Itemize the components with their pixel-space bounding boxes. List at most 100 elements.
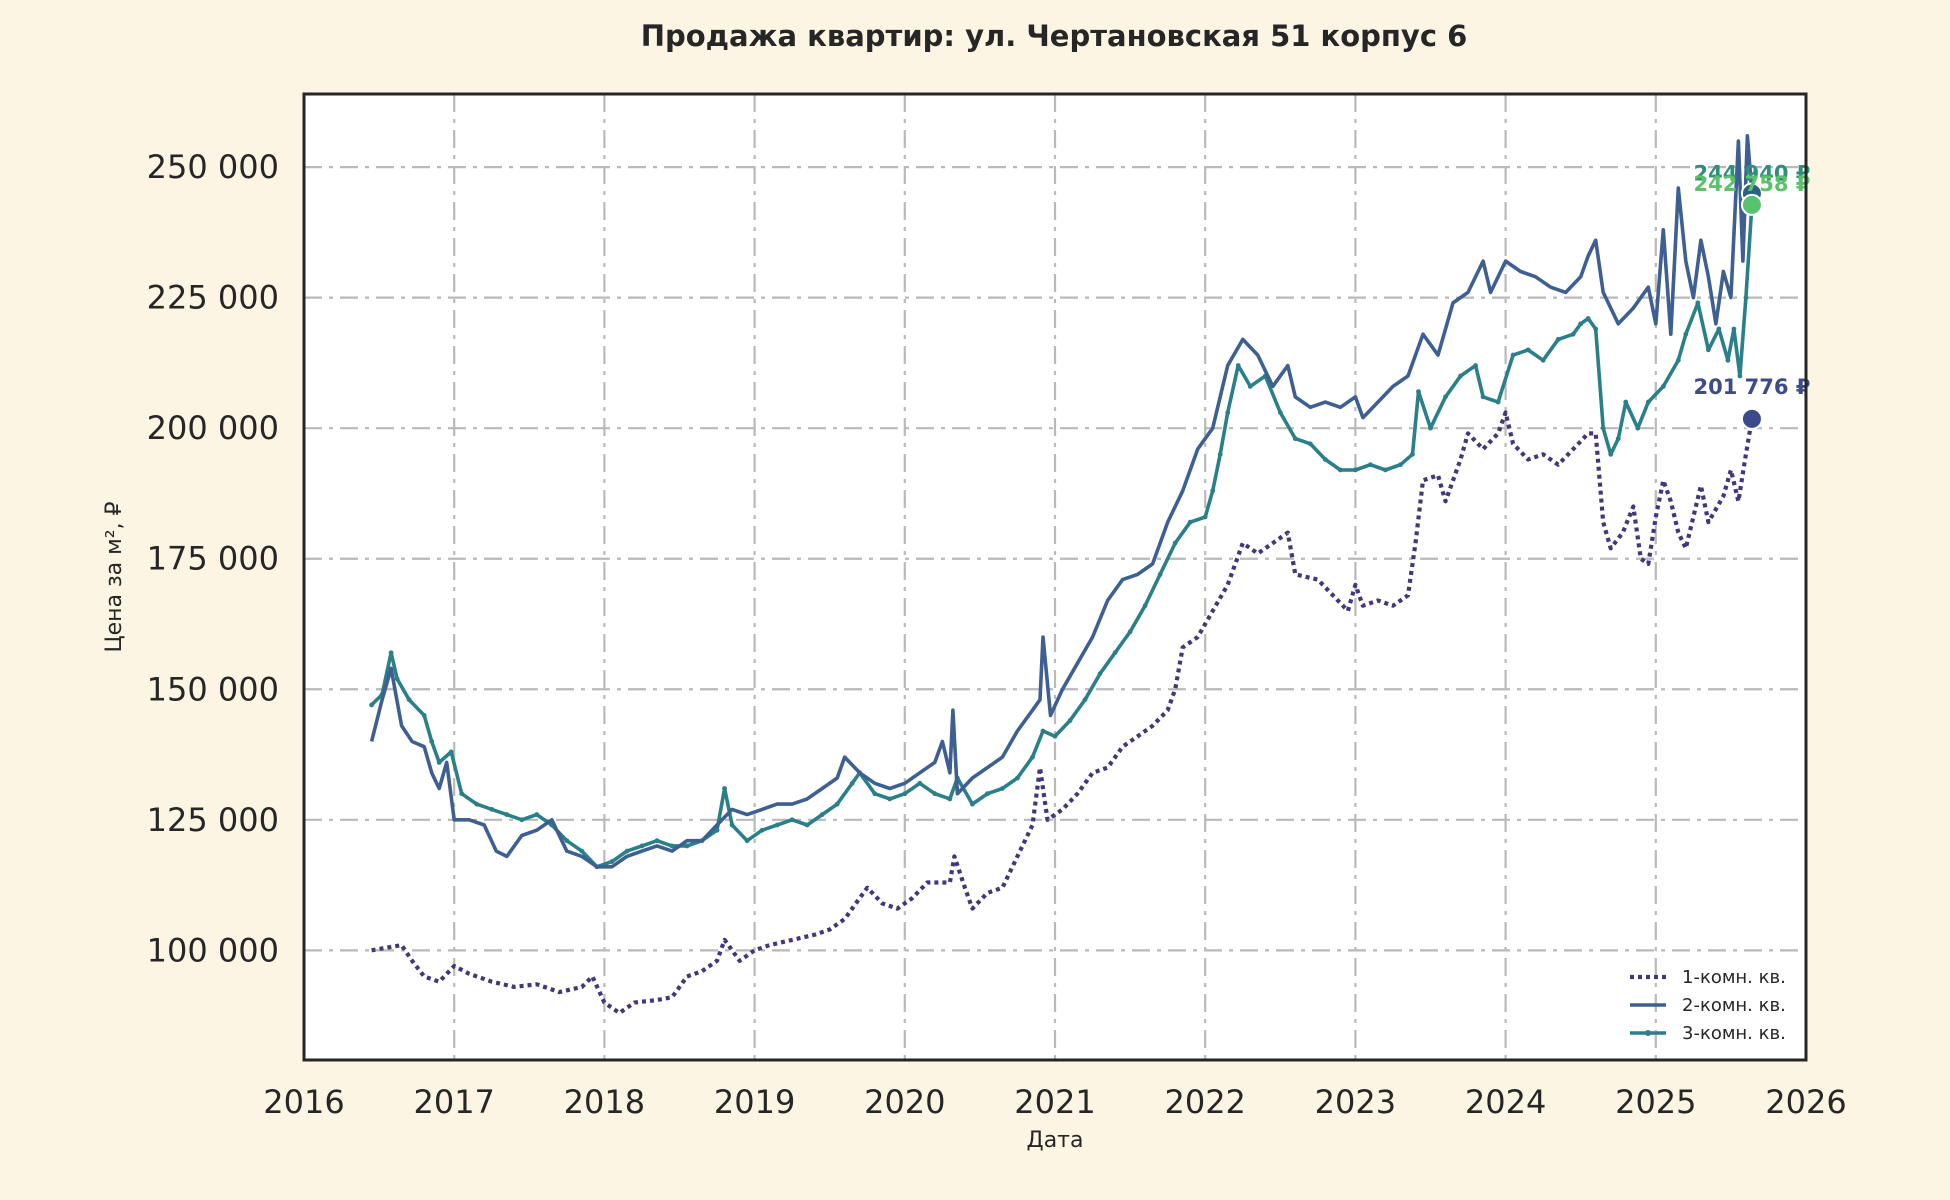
- end-points: 201 776 ₽ 244 940 ₽242 758 ₽: [1693, 162, 1810, 430]
- series-point: [1398, 462, 1403, 468]
- series-point: [1383, 467, 1388, 473]
- series-point: [1705, 347, 1711, 353]
- series-point: [1202, 514, 1208, 520]
- series-point: [1337, 467, 1343, 473]
- y-tick-label: 100 000: [147, 931, 279, 969]
- legend-label-3: 3-комн. кв.: [1682, 1023, 1786, 1044]
- x-tick-label: 2016: [263, 1083, 344, 1121]
- end-label-2: 244 940 ₽: [1693, 162, 1810, 186]
- series-point: [1540, 357, 1546, 363]
- series-point: [1410, 451, 1415, 457]
- series-point: [1675, 357, 1681, 363]
- series-point: [1292, 436, 1298, 442]
- series-point: [1368, 462, 1373, 468]
- series-point: [849, 780, 855, 786]
- legend-label-1: 1-комн. кв.: [1682, 967, 1786, 988]
- end-point-3: [1740, 193, 1763, 216]
- series-point: [729, 822, 735, 828]
- series-point: [624, 848, 630, 854]
- x-tick-label: 2021: [1014, 1083, 1095, 1121]
- series-lines: [369, 134, 1755, 1016]
- legend: 1-комн. кв. 2-комн. кв. 3-комн. кв.: [1630, 967, 1786, 1044]
- series-point: [394, 676, 400, 682]
- y-tick-label: 175 000: [147, 540, 279, 578]
- series-point: [714, 827, 720, 833]
- series-point: [1695, 300, 1701, 306]
- series-point: [1716, 326, 1722, 332]
- series-line-2: [369, 134, 1754, 869]
- y-tick-label: 150 000: [147, 670, 279, 708]
- series-point: [369, 702, 374, 708]
- series-point: [1097, 671, 1103, 676]
- series-point: [969, 801, 975, 807]
- series-point: [1187, 519, 1193, 525]
- series-point: [639, 843, 645, 849]
- x-tick-label: 2022: [1164, 1083, 1245, 1121]
- series-point: [1600, 425, 1606, 431]
- series-point: [1082, 697, 1088, 703]
- series-point: [1225, 410, 1231, 415]
- series-point: [1172, 540, 1178, 546]
- series-point: [474, 801, 480, 807]
- series-point: [1112, 650, 1118, 656]
- series-point: [1725, 357, 1731, 363]
- series-point: [504, 812, 510, 817]
- series-point: [436, 759, 442, 765]
- x-tick-label: 2024: [1465, 1083, 1546, 1121]
- series-point: [1067, 718, 1073, 723]
- series-point: [1473, 363, 1478, 368]
- end-point-1: [1740, 407, 1763, 430]
- series-point: [1015, 775, 1020, 781]
- series-point: [744, 838, 750, 844]
- series-point: [917, 780, 923, 786]
- x-tick-label: 2025: [1615, 1083, 1696, 1121]
- series-point: [759, 827, 765, 833]
- series-point: [1608, 451, 1614, 457]
- series-point: [1645, 399, 1651, 405]
- series-point: [947, 796, 953, 802]
- grid-lines: [304, 94, 1806, 1060]
- end-label-3: 242 758 ₽: [1693, 172, 1810, 196]
- series-point: [1660, 384, 1666, 389]
- y-tick-label: 250 000: [147, 148, 279, 186]
- y-tick-label: 200 000: [147, 409, 279, 447]
- series-point: [722, 786, 727, 791]
- series-point: [1307, 441, 1313, 447]
- series-point: [609, 859, 615, 864]
- series-point: [1428, 425, 1433, 431]
- x-tick-label: 2019: [714, 1083, 795, 1121]
- series-point: [1743, 295, 1749, 301]
- series-point: [1510, 352, 1516, 358]
- series-point: [429, 739, 435, 744]
- series-point: [789, 817, 795, 823]
- series-point: [388, 650, 394, 656]
- series-point: [1525, 347, 1531, 353]
- legend-marker: [1645, 1030, 1651, 1036]
- series-point: [1585, 316, 1591, 321]
- series-point: [1142, 603, 1148, 609]
- series-point: [774, 822, 780, 828]
- series-point: [887, 796, 893, 802]
- series-point: [534, 812, 540, 817]
- series-point: [1593, 326, 1599, 332]
- series-point: [1737, 373, 1743, 379]
- series-point: [579, 848, 585, 854]
- series-point: [1480, 394, 1486, 400]
- x-axis-label: Дата: [1027, 1128, 1084, 1153]
- x-tick-label: 2020: [864, 1083, 945, 1121]
- series-point: [1578, 321, 1584, 327]
- series-point: [804, 822, 810, 828]
- series-point: [1052, 733, 1058, 739]
- x-tick-label: 2018: [564, 1083, 645, 1121]
- legend-label-2: 2-комн. кв.: [1682, 995, 1786, 1016]
- series-point: [1322, 457, 1328, 462]
- series-point: [489, 806, 495, 812]
- series-point: [985, 791, 990, 797]
- x-axis-ticks: 2016 2017 2018 2019 2020 2021 2022 2023 2024 2025…: [263, 1083, 1846, 1121]
- series-point: [1247, 384, 1253, 389]
- series-point: [1683, 331, 1689, 337]
- series-point: [684, 843, 690, 849]
- end-label-1: 201 776 ₽: [1693, 375, 1810, 399]
